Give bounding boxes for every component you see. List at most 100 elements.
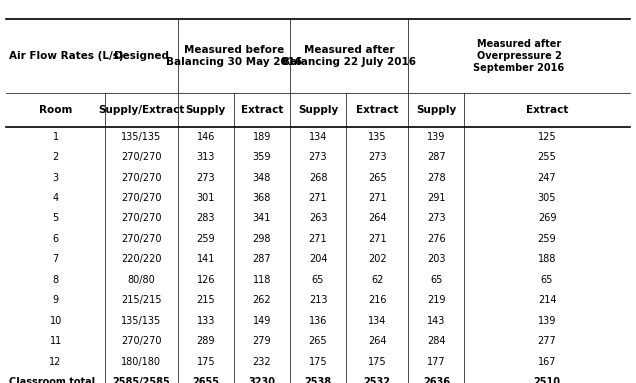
Text: 4: 4: [53, 193, 59, 203]
Text: Room: Room: [39, 105, 73, 115]
Text: 264: 264: [368, 213, 387, 224]
Text: 276: 276: [427, 234, 446, 244]
Text: 270/270: 270/270: [121, 152, 162, 162]
Text: 273: 273: [308, 152, 328, 162]
Text: Supply: Supply: [298, 105, 338, 115]
Text: 139: 139: [538, 316, 556, 326]
Text: 368: 368: [252, 193, 271, 203]
Text: 3230: 3230: [249, 377, 275, 383]
Text: 12: 12: [50, 357, 62, 367]
Text: 264: 264: [368, 336, 387, 346]
Text: 214: 214: [538, 295, 556, 305]
Text: 273: 273: [427, 213, 446, 224]
Text: 134: 134: [368, 316, 387, 326]
Text: 271: 271: [368, 193, 387, 203]
Text: Measured before
Balancing 30 May 2016: Measured before Balancing 30 May 2016: [166, 45, 302, 67]
Text: 284: 284: [427, 336, 446, 346]
Text: Designed: Designed: [114, 51, 169, 61]
Text: 265: 265: [368, 173, 387, 183]
Text: Extract: Extract: [526, 105, 568, 115]
Text: 269: 269: [538, 213, 556, 224]
Text: 215/215: 215/215: [121, 295, 162, 305]
Text: 283: 283: [197, 213, 215, 224]
Text: 146: 146: [197, 132, 215, 142]
Text: 270/270: 270/270: [121, 336, 162, 346]
Text: 9: 9: [53, 295, 59, 305]
Text: 6: 6: [53, 234, 59, 244]
Text: 80/80: 80/80: [127, 275, 155, 285]
Text: 126: 126: [197, 275, 215, 285]
Text: 175: 175: [368, 357, 387, 367]
Text: 278: 278: [427, 173, 446, 183]
Text: 220/220: 220/220: [121, 254, 162, 264]
Text: 8: 8: [53, 275, 59, 285]
Text: Measured after
Overpressure 2
September 2016: Measured after Overpressure 2 September …: [473, 39, 565, 72]
Text: 213: 213: [308, 295, 328, 305]
Text: Extract: Extract: [240, 105, 283, 115]
Text: 203: 203: [427, 254, 446, 264]
Text: 3: 3: [53, 173, 59, 183]
Text: 232: 232: [252, 357, 271, 367]
Text: Extract: Extract: [356, 105, 398, 115]
Text: 215: 215: [197, 295, 215, 305]
Text: 291: 291: [427, 193, 446, 203]
Text: 2: 2: [53, 152, 59, 162]
Text: 135/135: 135/135: [121, 316, 162, 326]
Text: 219: 219: [427, 295, 446, 305]
Text: 139: 139: [427, 132, 446, 142]
Text: 216: 216: [368, 295, 387, 305]
Text: 118: 118: [252, 275, 271, 285]
Text: 188: 188: [538, 254, 556, 264]
Text: Supply: Supply: [417, 105, 457, 115]
Text: 270/270: 270/270: [121, 193, 162, 203]
Text: 65: 65: [541, 275, 553, 285]
Text: 271: 271: [308, 193, 328, 203]
Text: 11: 11: [50, 336, 62, 346]
Text: Supply/Extract: Supply/Extract: [98, 105, 184, 115]
Text: 271: 271: [368, 234, 387, 244]
Text: 2538: 2538: [305, 377, 331, 383]
Text: 149: 149: [252, 316, 271, 326]
Text: 177: 177: [427, 357, 446, 367]
Text: 2510: 2510: [534, 377, 560, 383]
Text: 262: 262: [252, 295, 271, 305]
Text: 5: 5: [53, 213, 59, 224]
Text: 10: 10: [50, 316, 62, 326]
Text: 348: 348: [252, 173, 271, 183]
Text: 7: 7: [53, 254, 59, 264]
Text: 305: 305: [538, 193, 556, 203]
Text: 263: 263: [308, 213, 328, 224]
Text: 175: 175: [197, 357, 215, 367]
Text: Measured after
Balancing 22 July 2016: Measured after Balancing 22 July 2016: [282, 45, 416, 67]
Text: 270/270: 270/270: [121, 234, 162, 244]
Text: 2636: 2636: [423, 377, 450, 383]
Text: 268: 268: [308, 173, 328, 183]
Text: 247: 247: [538, 173, 556, 183]
Text: 136: 136: [309, 316, 327, 326]
Text: 298: 298: [252, 234, 271, 244]
Text: Classroom total: Classroom total: [10, 377, 95, 383]
Text: 65: 65: [312, 275, 324, 285]
Text: 2532: 2532: [364, 377, 391, 383]
Text: 259: 259: [538, 234, 556, 244]
Text: 133: 133: [197, 316, 215, 326]
Text: 259: 259: [197, 234, 215, 244]
Text: 175: 175: [308, 357, 328, 367]
Text: 65: 65: [430, 275, 443, 285]
Text: 135/135: 135/135: [121, 132, 162, 142]
Text: 202: 202: [368, 254, 387, 264]
Text: 180/180: 180/180: [121, 357, 162, 367]
Text: 279: 279: [252, 336, 271, 346]
Text: 62: 62: [371, 275, 384, 285]
Text: 270/270: 270/270: [121, 173, 162, 183]
Text: 255: 255: [537, 152, 556, 162]
Text: 289: 289: [197, 336, 215, 346]
Text: 271: 271: [308, 234, 328, 244]
Text: 135: 135: [368, 132, 387, 142]
Text: 273: 273: [368, 152, 387, 162]
Text: 359: 359: [252, 152, 271, 162]
Text: 134: 134: [309, 132, 327, 142]
Text: 301: 301: [197, 193, 215, 203]
Text: 341: 341: [252, 213, 271, 224]
Text: 167: 167: [538, 357, 556, 367]
